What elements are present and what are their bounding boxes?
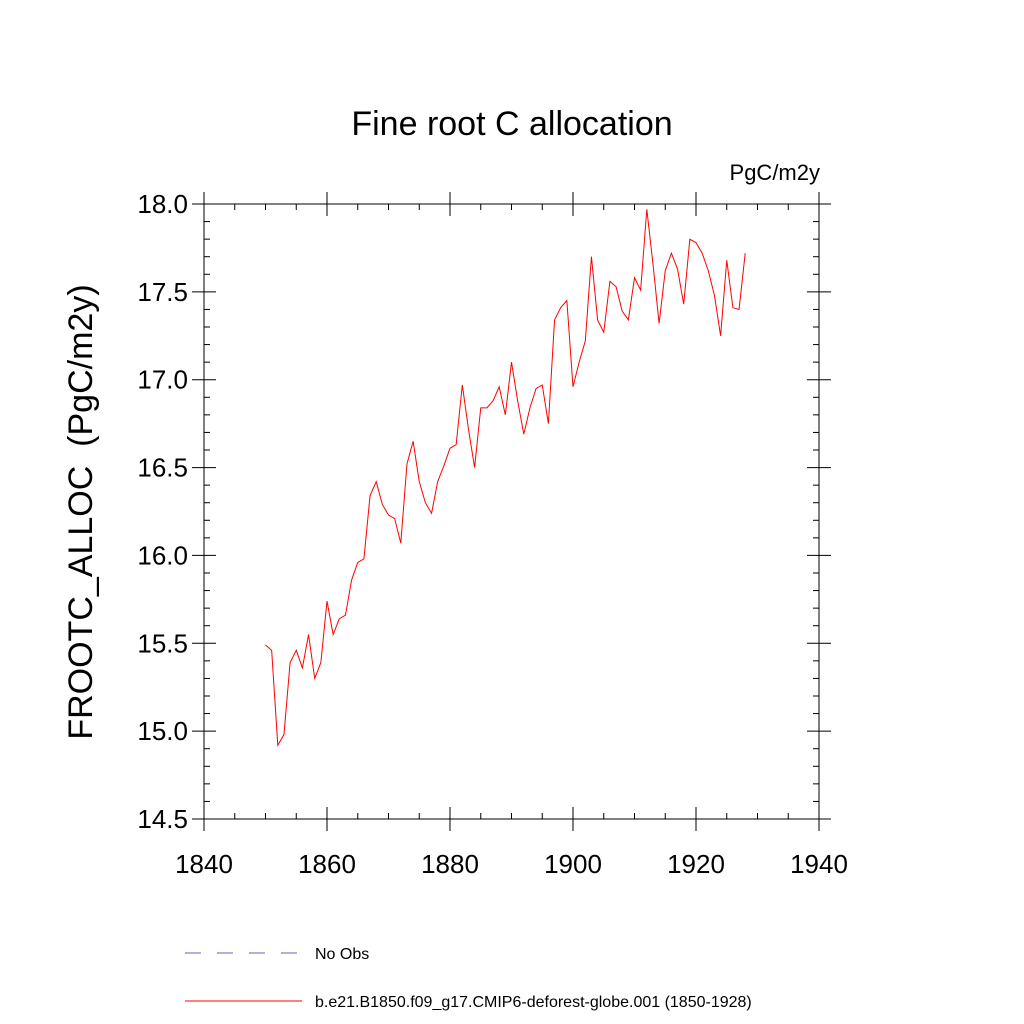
x-tick-label: 1900 [544,849,602,879]
plot-area: 1840 1860 1880 1900 1920 1940 14.5 15.0 15.5 16.… [137,189,848,879]
x-axis: 1840 1860 1880 1900 1920 1940 [175,192,848,879]
y-tick-label: 16.5 [137,453,188,483]
plot-frame [203,203,820,820]
x-tick-label: 1860 [298,849,356,879]
y-tick-label: 17.5 [137,277,188,307]
y-axis-label: FROOTC_ALLOC (PgC/m2y) [62,284,100,739]
y-tick-label: 14.5 [137,804,188,834]
x-tick-label: 1940 [790,849,848,879]
legend-label-0: No Obs [315,946,369,963]
y-tick-label: 15.5 [137,628,188,658]
y-tick-label: 18.0 [137,189,188,219]
x-tick-label: 1840 [175,849,233,879]
legend: No Obs b.e21.B1850.f09_g17.CMIP6-deforest… [185,946,752,1011]
y-tick-label: 17.0 [137,365,188,395]
units-label: PgC/m2y [730,160,820,185]
minor-ticks [204,204,819,819]
series-layer [265,209,746,747]
y-axis: 14.5 15.0 15.5 16.0 16.5 17.0 17.5 18.0 [137,189,831,834]
x-tick-label: 1920 [667,849,725,879]
series-line-1 [265,209,746,747]
y-tick-label: 16.0 [137,540,188,570]
chart-title: Fine root C allocation [351,105,672,143]
y-tick-label: 15.0 [137,716,188,746]
x-tick-label: 1880 [421,849,479,879]
legend-label-1: b.e21.B1850.f09_g17.CMIP6-deforest-globe… [315,994,752,1011]
